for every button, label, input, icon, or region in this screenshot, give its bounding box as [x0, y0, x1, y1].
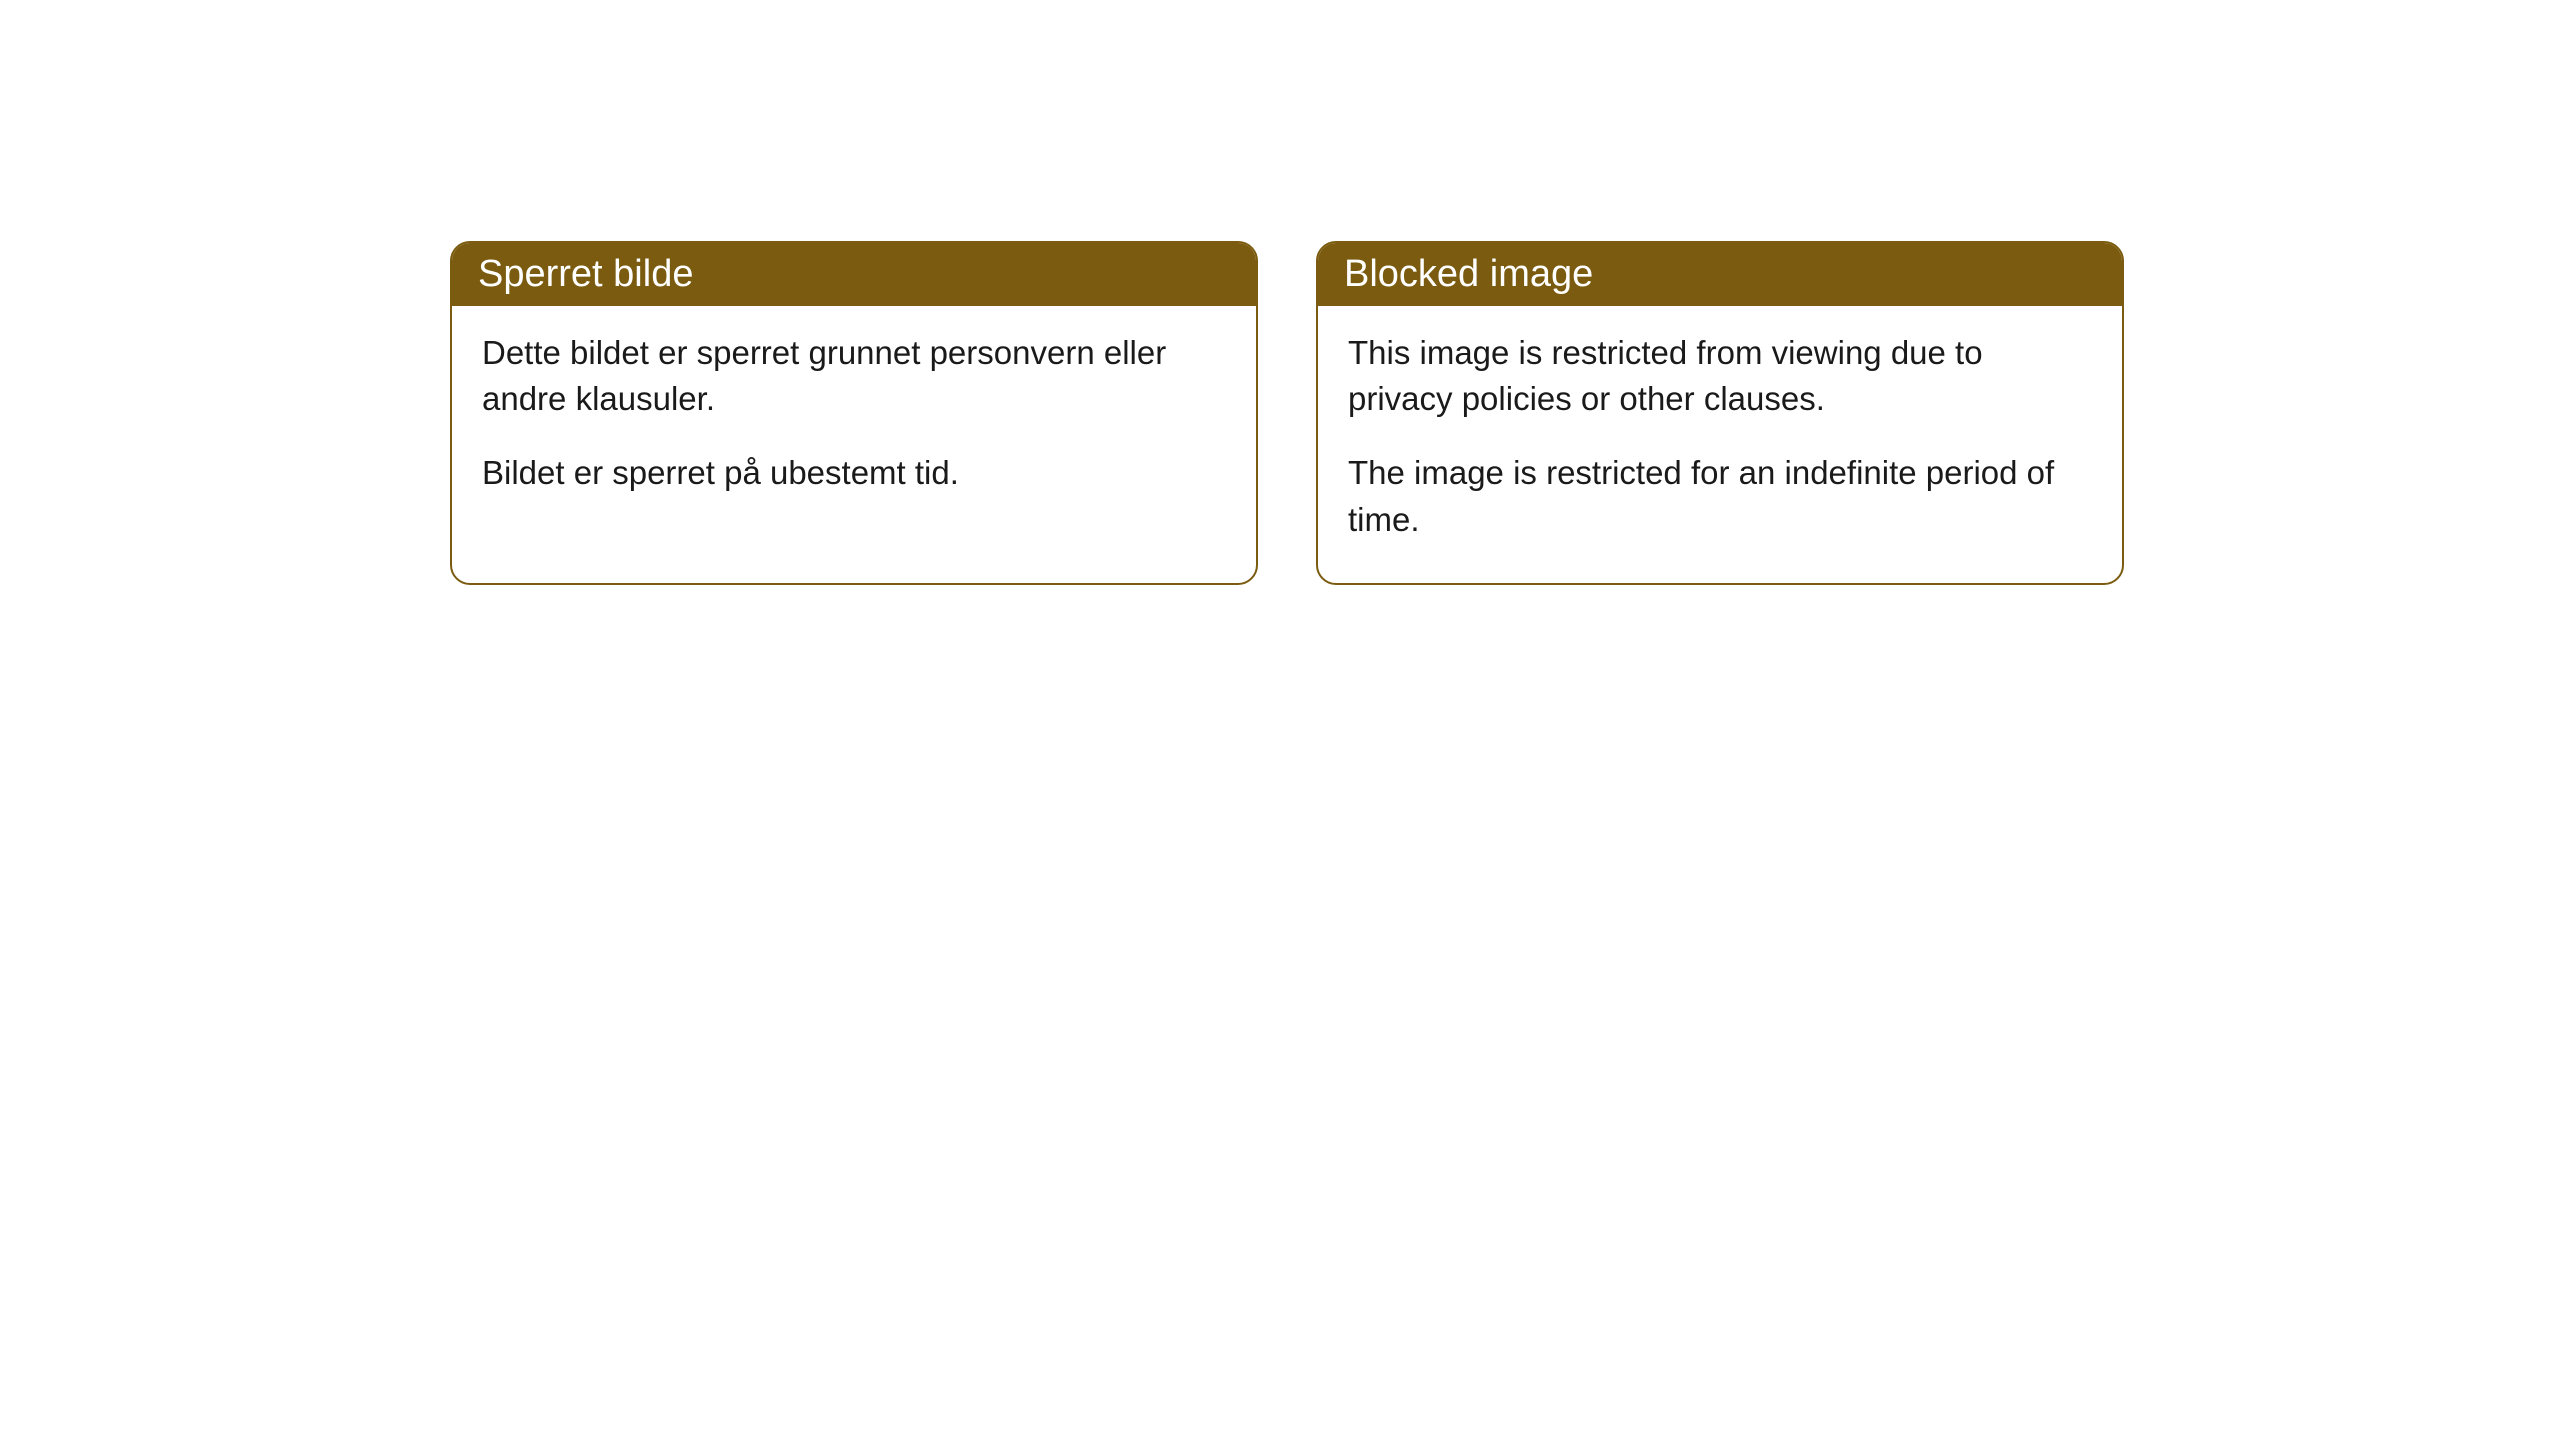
card-body-english: This image is restricted from viewing du… — [1318, 306, 2122, 583]
card-title-english: Blocked image — [1344, 253, 1593, 295]
card-title-norwegian: Sperret bilde — [478, 253, 693, 295]
card-paragraph2-english: The image is restricted for an indefinit… — [1348, 450, 2092, 542]
card-paragraph1-norwegian: Dette bildet er sperret grunnet personve… — [482, 330, 1226, 422]
card-paragraph1-english: This image is restricted from viewing du… — [1348, 330, 2092, 422]
card-header-english: Blocked image — [1318, 243, 2122, 306]
card-english: Blocked image This image is restricted f… — [1316, 241, 2124, 585]
cards-container: Sperret bilde Dette bildet er sperret gr… — [0, 0, 2560, 585]
card-norwegian: Sperret bilde Dette bildet er sperret gr… — [450, 241, 1258, 585]
card-header-norwegian: Sperret bilde — [452, 243, 1256, 306]
card-paragraph2-norwegian: Bildet er sperret på ubestemt tid. — [482, 450, 1226, 496]
card-body-norwegian: Dette bildet er sperret grunnet personve… — [452, 306, 1256, 537]
